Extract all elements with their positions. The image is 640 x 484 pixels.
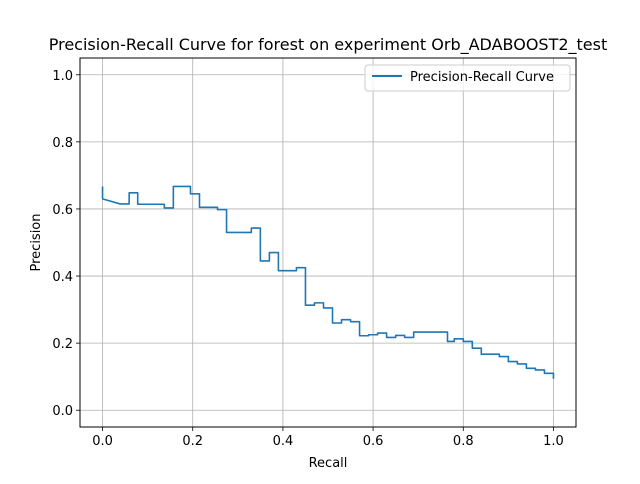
x-tick-label: 0.4 — [273, 434, 294, 449]
y-tick-label: 1.0 — [52, 69, 73, 84]
x-tick-label: 0.2 — [182, 434, 203, 449]
chart-title: Precision-Recall Curve for forest on exp… — [49, 35, 608, 55]
axes-frame — [79, 57, 577, 428]
x-axis-label: Recall — [309, 456, 348, 471]
legend-label: Precision-Recall Curve — [410, 70, 554, 85]
y-axis-label: Precision — [29, 213, 44, 271]
x-tick-label: 0.8 — [453, 434, 474, 449]
x-tick-label: 0.6 — [363, 434, 384, 449]
x-tick-label: 1.0 — [543, 434, 564, 449]
series-line-precision-recall — [101, 185, 555, 379]
y-tick-label: 0.0 — [52, 404, 73, 419]
y-tick-label: 0.8 — [52, 136, 73, 151]
legend: Precision-Recall Curve — [364, 64, 571, 92]
y-tick-label: 0.2 — [52, 337, 73, 352]
y-tick-label: 0.6 — [52, 203, 73, 218]
y-tick-label: 0.4 — [52, 270, 73, 285]
series-layer — [101, 185, 555, 379]
legend-box — [364, 64, 571, 92]
grid-layer — [80, 58, 576, 427]
tick-layer: 0.0 0.2 0.4 0.6 0.8 1.0 0.0 0.2 0.4 0.6 0.8 1.0 — [52, 69, 563, 449]
x-tick-label: 0.0 — [92, 434, 113, 449]
